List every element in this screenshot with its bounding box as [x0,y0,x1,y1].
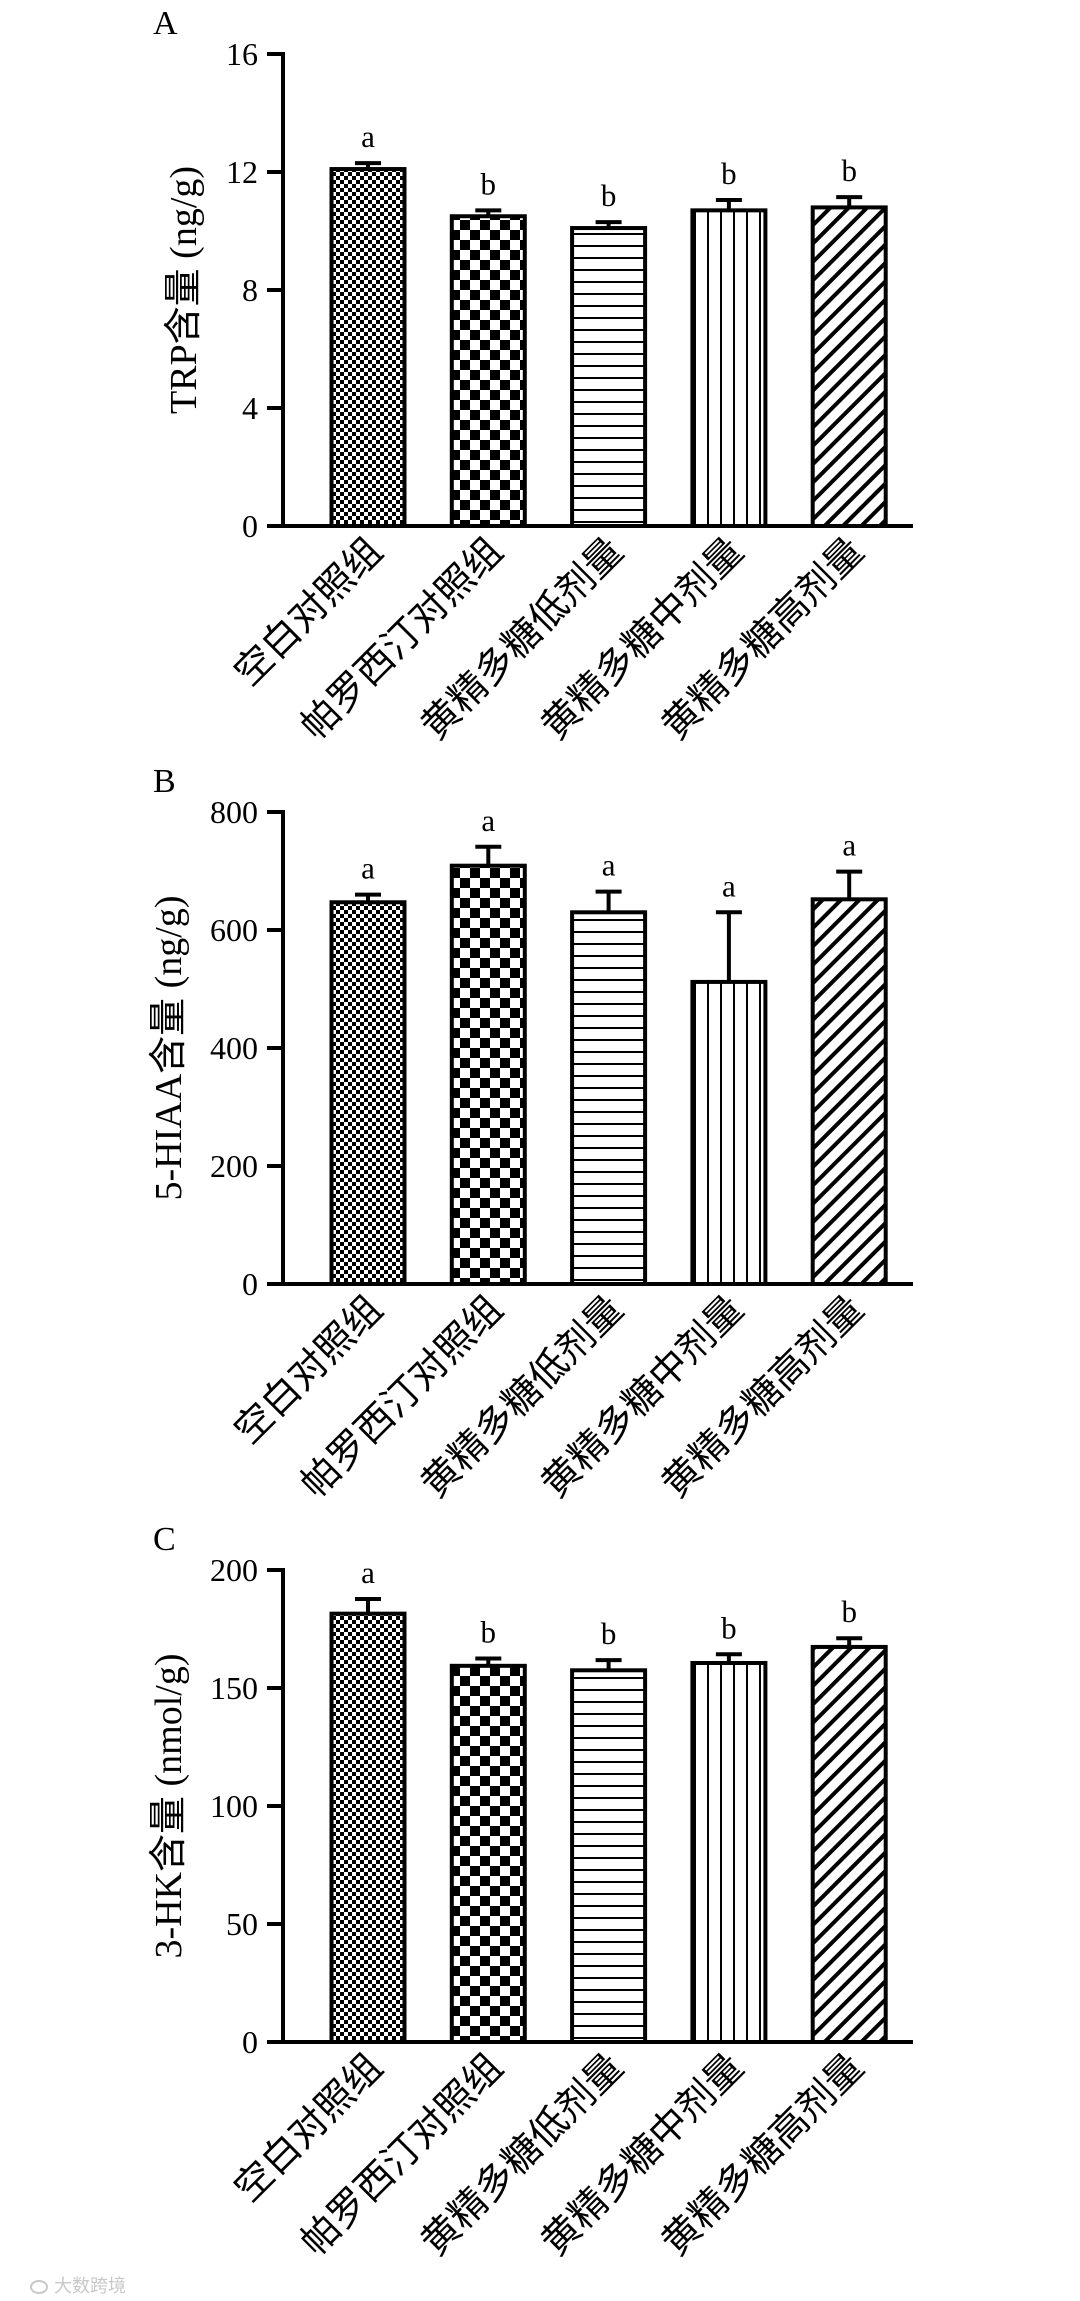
bar-c-5 [810,1644,888,2044]
y-tick-label-a-1: 4 [242,390,258,426]
y-tick-label-b-3: 600 [210,912,258,948]
y-axis-title-b: 5-HIAA含量 (ng/g) [148,895,190,1200]
y-tick-label-a-0: 0 [242,508,258,544]
significance-label-b-1: a [361,851,375,886]
significance-label-b-3: a [602,848,616,883]
bar-b-1 [329,900,407,1287]
chart-panel-b: Ba空白对照组a帕罗西汀对照组a黄精多糖低剂量a黄精多糖中剂量a黄精多糖高剂量0… [148,763,913,1506]
category-label-c-4: 黄精多糖中剂量 [534,2046,752,2264]
y-axis-title-a: TRP含量 (ng/g) [163,166,205,414]
significance-label-c-2: b [481,1615,497,1650]
y-tick-label-c-4: 200 [210,1552,258,1588]
y-tick-label-b-2: 400 [210,1030,258,1066]
significance-label-c-3: b [601,1616,617,1651]
bar-a-3 [570,226,648,529]
significance-label-b-2: a [481,803,495,838]
bar-b-3 [570,910,648,1287]
bar-c-3 [570,1668,648,2045]
category-label-b-5: 黄精多糖高剂量 [654,1288,872,1506]
category-label-a-5: 黄精多糖高剂量 [654,530,872,748]
category-label-b-2: 帕罗西汀对照组 [293,1288,511,1506]
category-label-b-3: 黄精多糖低剂量 [414,1288,632,1506]
panel-letter-a: A [153,5,178,42]
category-label-c-2: 帕罗西汀对照组 [293,2046,511,2264]
chart-panel-c: Ca空白对照组b帕罗西汀对照组b黄精多糖低剂量b黄精多糖中剂量b黄精多糖高剂量0… [148,1521,913,2264]
significance-label-b-4: a [722,868,736,903]
significance-label-a-2: b [481,166,497,201]
y-tick-label-a-2: 8 [242,272,258,308]
bar-a-2 [449,214,527,528]
chart-panel-a: Aa空白对照组b帕罗西汀对照组b黄精多糖低剂量b黄精多糖中剂量b黄精多糖高剂量0… [153,5,913,748]
category-label-c-3: 黄精多糖低剂量 [414,2046,632,2264]
y-tick-label-c-2: 100 [210,1788,258,1824]
y-tick-label-c-3: 150 [210,1670,258,1706]
y-tick-label-c-0: 0 [242,2024,258,2060]
y-axis-title-c: 3-HK含量 (nmol/g) [148,1653,190,1958]
significance-label-a-5: b [841,153,857,188]
panel-letter-c: C [153,1521,176,1558]
y-tick-label-c-1: 50 [226,1906,258,1942]
significance-label-c-5: b [841,1594,857,1629]
y-tick-label-b-1: 200 [210,1148,258,1184]
significance-label-c-1: a [361,1555,375,1590]
category-label-a-2: 帕罗西汀对照组 [293,530,511,748]
category-label-c-5: 黄精多糖高剂量 [654,2046,872,2264]
significance-label-a-1: a [361,119,375,154]
significance-label-b-5: a [842,828,856,863]
significance-label-c-4: b [721,1610,737,1645]
category-label-b-4: 黄精多糖中剂量 [534,1288,752,1506]
watermark-text: 大数跨境 [54,2276,126,2297]
bar-a-5 [810,205,888,528]
bar-b-2 [449,863,527,1286]
category-label-a-3: 黄精多糖低剂量 [414,530,632,748]
y-tick-label-b-0: 0 [242,1266,258,1302]
significance-label-a-4: b [721,156,737,191]
y-tick-label-b-4: 800 [210,794,258,830]
watermark-logo-icon [30,2280,48,2294]
bar-c-4 [690,1660,768,2044]
bar-b-4 [690,979,768,1286]
bar-a-4 [690,208,768,528]
panel-letter-b: B [153,763,176,800]
bar-c-2 [449,1663,527,2044]
y-tick-label-a-3: 12 [226,154,258,190]
watermark: 大数跨境 [30,2276,126,2298]
bar-a-1 [329,167,407,529]
bar-b-5 [810,897,888,1286]
significance-label-a-3: b [601,178,617,213]
y-tick-label-a-4: 16 [226,36,258,72]
category-label-a-4: 黄精多糖中剂量 [534,530,752,748]
bar-c-1 [329,1611,407,2044]
